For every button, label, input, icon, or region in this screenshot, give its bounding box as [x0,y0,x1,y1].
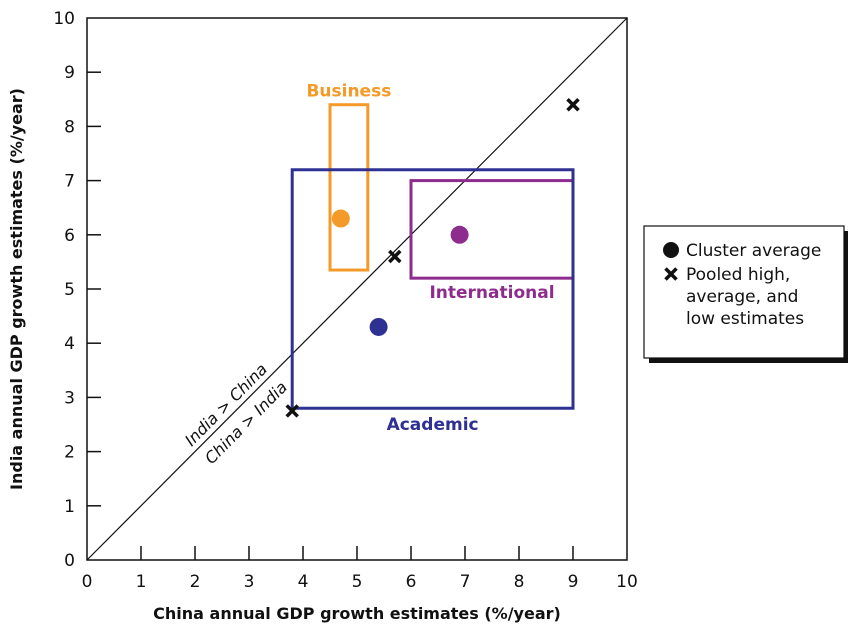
cluster-average-academic [369,317,388,336]
cluster-average-international [450,225,469,244]
y-tick-label: 2 [64,443,75,463]
pooled-estimate-low [285,404,299,418]
legend-entry-pooled-line: average, and [686,287,798,307]
pooled-estimate-average [388,249,402,264]
y-tick-label: 3 [64,388,75,408]
x-tick-label: 7 [460,572,471,592]
groups-layer: Business International Academic [290,82,575,435]
cluster-average-business [331,209,350,228]
group-label-international: International [429,283,554,303]
y-tick-label: 5 [64,280,75,300]
legend-entry-pooled-line: low estimates [686,309,804,329]
y-tick-label: 8 [64,117,75,137]
y-tick-label: 4 [64,334,75,354]
legend-entry-cluster-average: Cluster average [686,241,821,261]
y-tick-label: 0 [64,551,75,571]
x-tick-label: 5 [352,572,363,592]
x-axis-title: China annual GDP growth estimates (%/yea… [153,604,561,623]
axes-layer: 0 1 2 3 4 5 6 7 8 9 10 0 1 2 3 4 5 6 7 8 9 10 China annual GDP… [7,9,638,623]
pooled-estimate-high [566,97,580,112]
y-axis-title: India annual GDP growth estimates (%/yea… [7,88,26,490]
cross-stroke [664,267,678,281]
legend-circle-icon [663,242,679,258]
x-tick-label: 0 [82,572,93,592]
x-tick-label: 3 [244,572,255,592]
cross-stroke [285,404,299,418]
y-tick-label: 7 [64,172,75,192]
x-tick-label: 10 [616,572,638,592]
group-label-business: Business [306,82,391,102]
cross-stroke [566,97,580,112]
y-tick-label: 1 [64,497,75,517]
x-tick-label: 9 [568,572,579,592]
cross-stroke [388,249,402,264]
diagonal-line [86,17,628,561]
y-tick-label: 6 [64,226,75,246]
points-layer [285,97,580,418]
x-tick-label: 6 [406,572,417,592]
legend-cross-icon [664,267,678,281]
y-tick-label: 10 [53,9,75,29]
group-box-international [409,179,575,280]
legend-entry-pooled-line: Pooled high, [686,265,790,285]
group-box-business [328,103,370,272]
x-tick-label: 8 [514,572,525,592]
group-label-academic: Academic [387,415,479,435]
legend-layer: Cluster average Pooled high,average, andl… [643,225,848,363]
y-tick-label: 9 [64,63,75,83]
x-tick-label: 4 [298,572,309,592]
x-tick-label: 2 [190,572,201,592]
group-box-academic [290,168,575,410]
x-tick-label: 1 [136,572,147,592]
